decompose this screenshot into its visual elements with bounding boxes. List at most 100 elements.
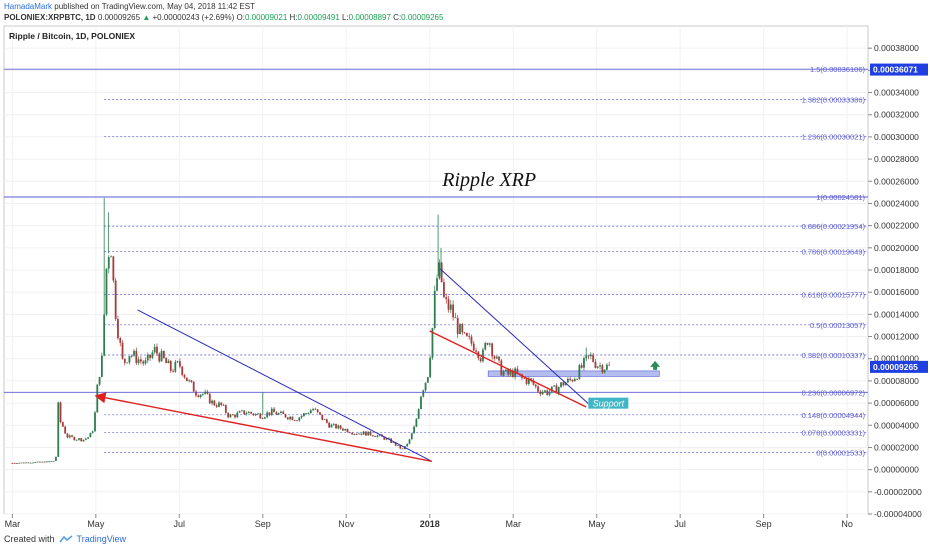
candle-body xyxy=(103,314,106,356)
candle-body xyxy=(38,461,41,463)
candle-body xyxy=(576,379,578,380)
candle-body xyxy=(307,413,310,415)
fib-level-label: 0.618(0.00015777) xyxy=(802,291,866,300)
candle-body xyxy=(594,361,597,368)
candle-body xyxy=(158,353,161,362)
candle-body xyxy=(580,365,583,368)
y-tick-label: 0.00000000 xyxy=(874,465,919,475)
candle-body xyxy=(188,380,191,382)
candle-body xyxy=(316,409,319,413)
candle-body xyxy=(275,412,278,415)
candle-body xyxy=(348,432,351,434)
candle-body xyxy=(353,434,356,435)
candle-body xyxy=(280,411,282,414)
candle-body xyxy=(140,359,142,362)
candle-body xyxy=(493,356,496,359)
candle-body xyxy=(215,405,218,407)
candle-body xyxy=(80,438,83,442)
candle-body xyxy=(431,328,434,358)
candle-body xyxy=(486,343,489,345)
candle-body xyxy=(364,431,367,436)
candle-body xyxy=(445,297,448,300)
candle-body xyxy=(422,390,425,397)
candle-body xyxy=(48,461,50,463)
x-tick-label: Jul xyxy=(174,519,186,529)
price-chart[interactable]: 0.000380000.000360000.000340000.00032000… xyxy=(0,0,932,530)
candle-body xyxy=(29,462,32,464)
x-tick-label: Mar xyxy=(505,519,521,529)
candle-body xyxy=(465,332,468,337)
low-label: L: xyxy=(342,13,349,22)
candle-body xyxy=(82,439,85,442)
candle-body xyxy=(45,461,48,463)
candle-body xyxy=(201,393,204,395)
candle-body xyxy=(174,361,177,372)
candle-body xyxy=(243,410,246,415)
candle-body xyxy=(534,384,537,387)
candle-body xyxy=(358,433,360,435)
candle-body xyxy=(603,369,606,373)
candle-body xyxy=(218,402,220,407)
x-tick-label: Jul xyxy=(674,519,686,529)
candle-body xyxy=(110,256,112,258)
y-tick-label: 0.00034000 xyxy=(874,88,919,98)
candle-body xyxy=(502,371,505,376)
candle-body xyxy=(360,433,363,435)
candle-body xyxy=(550,386,553,392)
candle-body xyxy=(339,425,342,429)
fib-level-label: 0.078(0.00003331) xyxy=(802,429,866,438)
candle-body xyxy=(449,304,452,310)
candle-body xyxy=(589,354,592,357)
candle-body xyxy=(459,324,461,335)
fib-level-label: 1.5(0.00036106) xyxy=(810,65,866,74)
candle-body xyxy=(213,400,216,406)
high-price-tag: 0.00036071 xyxy=(873,65,918,75)
open-label: O: xyxy=(236,13,245,22)
candle-body xyxy=(192,381,195,392)
candle-body xyxy=(266,412,269,418)
ohlc-info: POLONIEX:XRPBTC, 1D 0.00009265 ▲ +0.0000… xyxy=(4,13,443,22)
x-tick-label: Nov xyxy=(338,519,355,529)
candle-body xyxy=(250,411,252,414)
candle-body xyxy=(133,350,135,356)
candle-body xyxy=(571,379,574,382)
y-tick-label: 0.00014000 xyxy=(874,309,919,319)
author-link[interactable]: HamadaMark xyxy=(4,2,53,11)
candle-body xyxy=(475,350,477,352)
candle-body xyxy=(71,435,73,437)
candle-body xyxy=(367,431,370,436)
candle-body xyxy=(43,461,46,463)
tradingview-brand[interactable]: TradingView xyxy=(76,534,127,544)
candle-body xyxy=(254,413,257,416)
y-tick-label: 0.00032000 xyxy=(874,110,919,120)
candle-body xyxy=(408,439,411,444)
candle-body xyxy=(410,433,413,440)
candle-body xyxy=(16,463,18,464)
candle-body xyxy=(277,413,280,415)
candle-body xyxy=(61,422,64,427)
y-tick-label: 0.00010000 xyxy=(874,354,919,364)
y-tick-label: -0.00004000 xyxy=(874,509,922,519)
candle-body xyxy=(146,354,149,361)
candle-body xyxy=(59,402,62,423)
candle-body xyxy=(181,366,184,376)
candle-body xyxy=(298,417,301,421)
candle-body xyxy=(286,417,289,420)
candle-body xyxy=(98,376,101,385)
candle-body xyxy=(94,412,96,432)
candle-body xyxy=(22,462,25,464)
candle-body xyxy=(247,411,250,414)
candle-body xyxy=(335,423,337,429)
candle-body xyxy=(273,408,275,413)
fib-level-label: 0.5(0.00013057) xyxy=(810,321,866,330)
candle-body xyxy=(153,346,156,353)
candle-body xyxy=(197,395,200,397)
candle-body xyxy=(75,439,78,441)
candle-body xyxy=(351,433,354,435)
candle-body xyxy=(413,426,415,434)
candle-body xyxy=(523,377,526,379)
candle-body xyxy=(417,409,420,419)
y-tick-label: 0.00016000 xyxy=(874,287,919,297)
candle-body xyxy=(172,370,174,372)
candle-body xyxy=(468,336,471,337)
